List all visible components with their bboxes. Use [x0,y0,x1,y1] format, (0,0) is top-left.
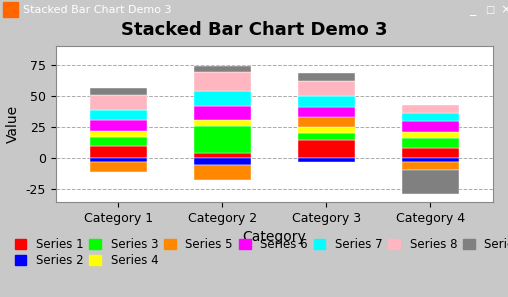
Bar [298,158,355,162]
Bar [3,2,18,18]
Bar [194,120,251,126]
Bar [90,137,147,146]
Bar [298,96,355,107]
Legend: Series 1, Series 2, Series 3, Series 4, Series 5, Series 6, Series 7, Series 8, : Series 1, Series 2, Series 3, Series 4, … [11,234,508,271]
Bar [402,138,459,148]
Bar [298,81,355,96]
Bar [194,106,251,120]
Bar [194,126,251,153]
Text: Stacked Bar Chart Demo 3: Stacked Bar Chart Demo 3 [23,5,171,15]
Bar [298,133,355,140]
Bar [194,72,251,91]
Bar [402,132,459,138]
Bar [194,66,251,72]
Bar [90,162,147,172]
Bar [402,158,459,162]
Bar [298,140,355,158]
Bar [194,165,251,179]
Bar [298,107,355,117]
Bar [194,158,251,165]
Bar [194,153,251,158]
Bar [90,95,147,110]
Bar [90,120,147,131]
Bar [194,91,251,106]
Bar [90,146,147,158]
Y-axis label: Value: Value [6,105,20,143]
Bar [298,73,355,81]
Bar [402,113,459,121]
Bar [402,170,459,195]
Bar [90,158,147,162]
Bar [90,110,147,120]
Text: ×: × [500,3,508,16]
Bar [298,127,355,133]
Bar [90,131,147,137]
Text: _: _ [469,3,475,16]
Bar [402,105,459,113]
Bar [298,117,355,127]
Bar [402,148,459,158]
X-axis label: Category: Category [242,230,306,244]
Bar [402,121,459,132]
Bar [402,162,459,170]
Text: □: □ [486,5,495,15]
Text: Stacked Bar Chart Demo 3: Stacked Bar Chart Demo 3 [121,21,387,40]
Bar [90,89,147,95]
